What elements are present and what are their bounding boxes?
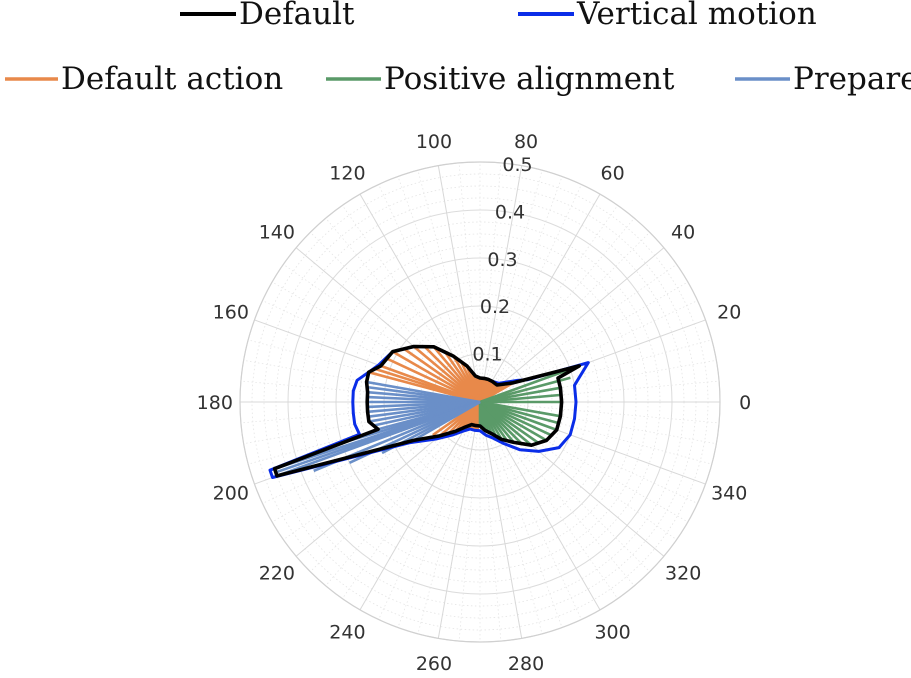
grid-spoke-minor xyxy=(458,162,481,403)
radial-tick-label: 0.4 xyxy=(495,201,525,223)
legend: Default Vertical motion Default action Posi… xyxy=(5,0,911,97)
grid-spoke-minor xyxy=(479,217,635,403)
legend-entry-positive-alignment: Positive alignment xyxy=(326,61,675,97)
radial-line xyxy=(412,400,481,442)
grid-spoke-minor xyxy=(397,401,481,628)
grid-spoke-minor xyxy=(417,170,481,403)
grid-spoke xyxy=(479,247,665,403)
radial-line xyxy=(479,400,561,418)
grid-spoke-minor xyxy=(458,401,481,642)
angle-tick-label: 120 xyxy=(329,162,365,184)
legend-label: Positive alignment xyxy=(384,61,675,97)
angle-tick-label: 300 xyxy=(594,622,630,644)
grid-spoke xyxy=(479,165,523,403)
grid-spoke-minor xyxy=(479,176,563,403)
angle-tick-label: 40 xyxy=(671,222,695,244)
angle-tick-label: 220 xyxy=(259,562,295,584)
angle-tick-label: 80 xyxy=(514,131,538,153)
angle-tick-label: 260 xyxy=(416,653,452,675)
grid-spoke-minor xyxy=(479,264,677,403)
radial-tick-label: 0.2 xyxy=(480,296,510,318)
grid-spoke-minor xyxy=(479,401,720,424)
angle-tick-label: 160 xyxy=(213,301,249,323)
legend-entry-default: Default xyxy=(180,0,355,32)
angle-tick-label: 0 xyxy=(739,392,751,414)
grid-spoke-minor xyxy=(378,401,481,620)
series-positive-alignment xyxy=(478,364,580,447)
angle-tick-label: 140 xyxy=(259,222,295,244)
angle-tick-label: 340 xyxy=(711,483,747,505)
grid-spoke-minor xyxy=(479,300,698,403)
radial-line xyxy=(402,347,481,404)
angle-tick-label: 200 xyxy=(213,483,249,505)
legend-label: Default action xyxy=(61,61,283,97)
angle-tick-label: 280 xyxy=(508,653,544,675)
outline-series xyxy=(268,344,590,479)
grid-outer-circle xyxy=(239,161,721,643)
series-default-line xyxy=(272,344,581,478)
radial-tick-label: 0.1 xyxy=(472,344,502,366)
grid-spoke-minor xyxy=(417,401,481,634)
radial-line xyxy=(392,350,481,404)
legend-entry-default-action: Default action xyxy=(5,61,283,97)
radial-tick-label: 0.5 xyxy=(502,154,532,176)
grid-spoke-minor xyxy=(479,401,543,634)
grid-spoke xyxy=(359,401,481,611)
grid-spoke xyxy=(437,401,481,639)
radial-line xyxy=(479,376,571,404)
radial-tick-label: 0.3 xyxy=(487,249,517,271)
angle-tick-label: 60 xyxy=(601,162,625,184)
grid-spoke xyxy=(479,401,523,639)
angle-tick-label: 20 xyxy=(717,301,741,323)
grid-spoke-minor xyxy=(479,205,618,403)
radial-line xyxy=(368,370,481,404)
legend-label: Vertical motion xyxy=(576,0,817,32)
legend-label: Prepare xyxy=(793,61,911,97)
legend-entry-prepare: Prepare xyxy=(735,61,911,97)
legend-label: Default xyxy=(239,0,355,32)
grid-spoke-minor xyxy=(479,162,502,403)
grid-spoke-minor xyxy=(479,232,650,403)
radial-line xyxy=(276,400,481,478)
angle-tick-label: 320 xyxy=(665,562,701,584)
grid-spoke xyxy=(479,193,601,403)
angle-tick-label: 240 xyxy=(329,622,365,644)
radial-line-series xyxy=(274,345,580,478)
grid-spoke-minor xyxy=(479,401,502,642)
grid-spoke-minor xyxy=(479,184,582,403)
series-prepare xyxy=(274,380,481,478)
grid-spoke xyxy=(437,165,481,403)
angle-tick-label: 100 xyxy=(416,131,452,153)
angle-tick-label: 180 xyxy=(197,392,233,414)
tick-labels: 0 20 40 60 80 100 120 140 160 180 200 220 240 260 280 3… xyxy=(197,131,752,675)
radial-line xyxy=(385,357,481,404)
legend-entry-vertical-motion: Vertical motion xyxy=(518,0,817,32)
grid-spoke-minor xyxy=(479,170,543,403)
